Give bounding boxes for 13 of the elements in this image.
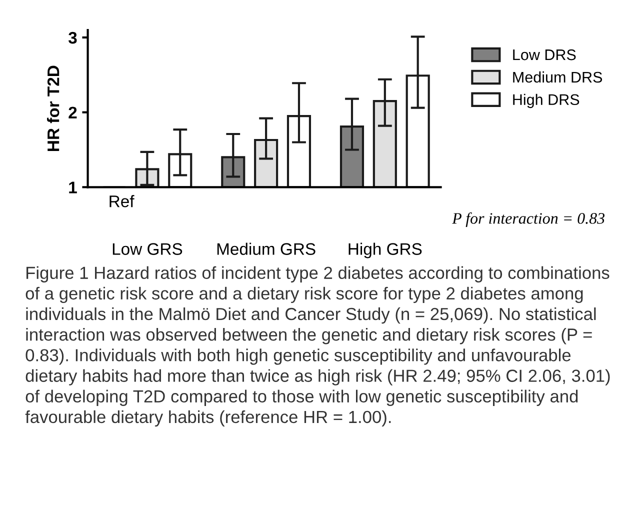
text: Ref bbox=[110, 195, 134, 208]
text: P for interaction = 0.83 bbox=[452, 212, 604, 228]
legend-label: Low DRS bbox=[513, 49, 576, 60]
x-tick-label: High GRS bbox=[348, 242, 422, 258]
x-tick-label: Medium GRS bbox=[217, 242, 316, 255]
legend-label: High DRS bbox=[513, 94, 580, 108]
y-tick-label: 2 bbox=[68, 106, 77, 118]
y-axis-title: HR for T2D bbox=[47, 66, 60, 151]
y-tick-label: 1 bbox=[69, 182, 77, 194]
y-tick-label: 3 bbox=[68, 32, 77, 44]
x-tick-label: Low GRS bbox=[112, 243, 182, 255]
caption: Figure 1 Hazard ratios of incident type 2 diabetes according to combinations of a genetic risk score and a dietary risk score for type 2 diabetes among individuals in the Malmö Diet and Cancer Study (n = 25,069). No statistical interaction was observed between the genetic and dietary risk scores (P = 0.83). Individuals with both high genetic susceptibility and unfavourable dietary habits had more than twice as high risk (HR 2.49; 95% CI 2.06, 3.01) of developing T2D compared to those with low genetic susceptibility and favourable dietary habits (reference HR = 1.00). bbox=[25, 266, 610, 427]
legend-label: Medium DRS bbox=[513, 71, 602, 83]
